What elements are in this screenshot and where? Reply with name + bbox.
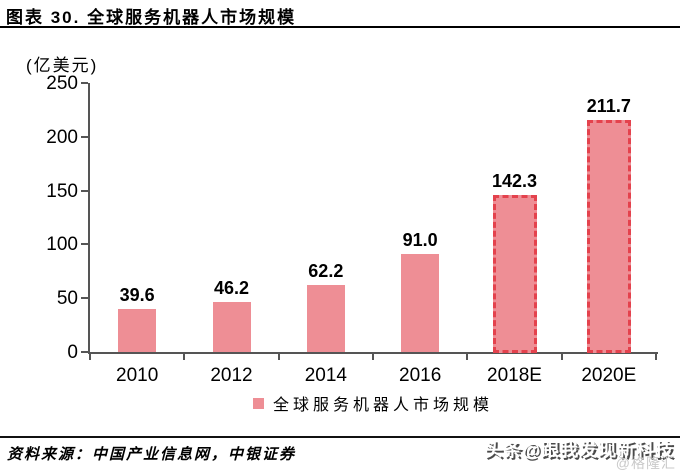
- bar-value-label: 62.2: [308, 261, 344, 282]
- figure-title: 图表 30. 全球服务机器人市场规模: [6, 8, 297, 27]
- x-tick-mark: [466, 354, 469, 360]
- x-tick-mark: [183, 354, 186, 360]
- x-axis-line: [88, 352, 658, 354]
- y-axis-line: [88, 83, 90, 354]
- y-tick-label: 50: [56, 288, 78, 310]
- y-tick-mark: [81, 82, 88, 84]
- bar-value-label: 91.0: [402, 230, 438, 251]
- bar-estimated: [586, 120, 631, 353]
- x-axis-category-label: 2020E: [581, 365, 637, 386]
- x-tick-mark: [89, 354, 91, 360]
- y-tick-label: 200: [46, 126, 78, 148]
- bar: [118, 309, 157, 352]
- gelonghui-watermark: @格隆汇: [615, 455, 676, 471]
- x-axis-category-label: 2016: [399, 365, 442, 386]
- y-tick-mark: [81, 189, 88, 192]
- chart-legend: 全球服务机器人市场规模: [90, 395, 656, 414]
- y-tick-label: 250: [46, 73, 78, 94]
- y-tick-mark: [81, 135, 88, 138]
- footer-divider-line: [0, 436, 680, 438]
- legend-label: 全球服务机器人市场规模: [272, 397, 493, 414]
- bar: [212, 302, 251, 352]
- legend-swatch-icon: [252, 397, 264, 409]
- y-tick-mark: [81, 243, 88, 246]
- bar: [401, 254, 440, 352]
- y-tick-label: 150: [46, 180, 78, 202]
- title-divider-line: [0, 26, 680, 28]
- y-tick-mark: [81, 297, 88, 300]
- bar-value-label: 46.2: [213, 278, 250, 299]
- y-tick-mark: [81, 351, 88, 353]
- x-tick-mark: [560, 354, 563, 360]
- bar-value-label: 142.3: [491, 170, 538, 191]
- x-tick-mark: [277, 354, 280, 360]
- x-axis-category-label: 2012: [210, 365, 253, 386]
- y-axis-unit-label: (亿美元): [26, 56, 99, 75]
- bar-value-label: 211.7: [586, 96, 631, 117]
- x-axis-category-label: 2014: [304, 365, 347, 386]
- toutiao-watermark: 头条@跟我发现新科技: [484, 440, 674, 460]
- x-tick-mark: [372, 354, 374, 360]
- bar-value-label: 39.6: [119, 285, 155, 306]
- x-tick-mark: [655, 354, 657, 360]
- y-tick-label: 100: [46, 234, 78, 256]
- bar-estimated: [492, 194, 537, 353]
- y-tick-label: 0: [67, 342, 78, 363]
- source-note: 资料来源：中国产业信息网，中银证券: [7, 447, 297, 463]
- bar: [306, 285, 345, 352]
- x-axis-category-label: 2010: [116, 365, 159, 386]
- x-axis-category-label: 2018E: [487, 365, 542, 386]
